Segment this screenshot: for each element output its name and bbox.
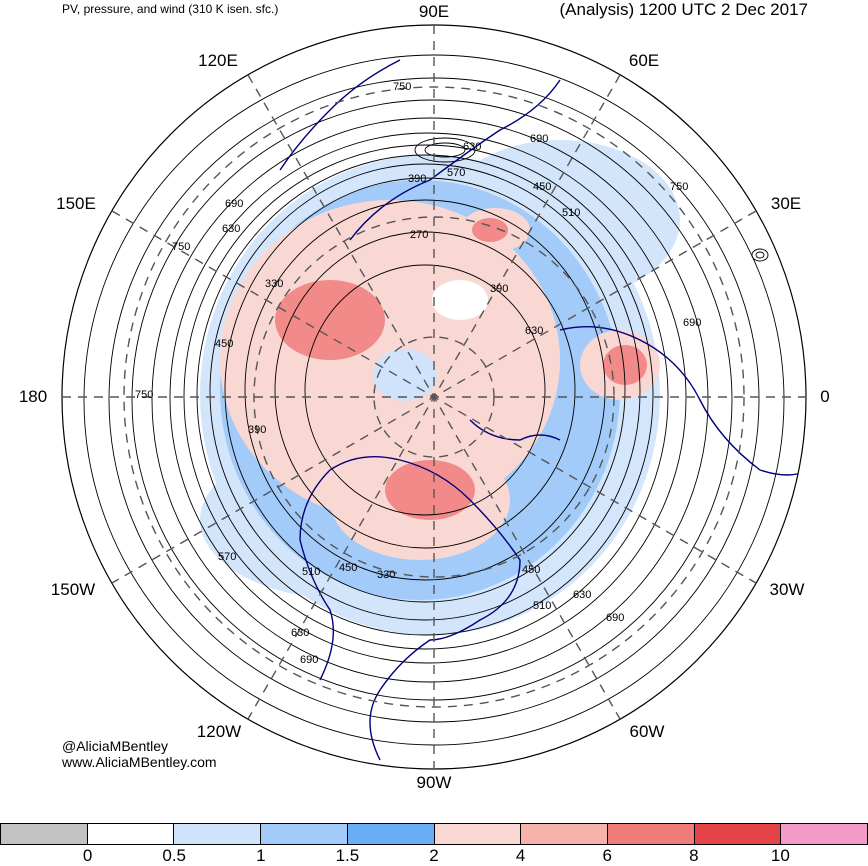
longitude-label-180: 180 <box>18 387 48 406</box>
contour-label: 750 <box>172 241 190 253</box>
longitude-label-150e: 150E <box>56 194 96 213</box>
longitude-label-90w: 90W <box>416 773 452 792</box>
contour-label: 630 <box>573 589 591 601</box>
colorbar-tick-label: 1.5 <box>335 846 360 865</box>
contour-label: 750 <box>393 81 411 93</box>
contour-label: 570 <box>218 551 236 563</box>
colorbar-tick-label: 0.5 <box>162 846 187 865</box>
longitude-label-120e: 120E <box>198 51 238 70</box>
colorbar-swatch <box>781 824 868 844</box>
author-credit: @AliciaMBentley www.AliciaMBentley.com <box>62 738 217 770</box>
colorbar-swatches <box>0 823 868 845</box>
longitude-label-30w: 30W <box>769 580 805 599</box>
colorbar-tick-label: 0 <box>82 846 93 865</box>
colorbar-swatch <box>694 824 782 844</box>
contour-label: 630 <box>291 627 309 639</box>
contour-label: 510 <box>302 566 320 578</box>
graticule <box>62 25 806 769</box>
contour-label: 690 <box>606 612 624 624</box>
contour-label: 750 <box>670 181 688 193</box>
pv-shading-peak <box>275 218 647 520</box>
colorbar-swatch <box>607 824 695 844</box>
pressure-contours <box>83 54 785 746</box>
longitude-label-0: 0 <box>820 387 830 406</box>
contour-label: 270 <box>410 229 428 241</box>
longitude-label-30e: 30E <box>770 194 802 213</box>
analysis-time-label: (Analysis) 1200 UTC 2 Dec 2017 <box>559 0 808 19</box>
contour-label: 450 <box>339 562 357 574</box>
contour-label: 330 <box>265 278 283 290</box>
colorbar-swatch <box>434 824 522 844</box>
contour-label: 750 <box>135 389 153 401</box>
polar-map: 750 690 630 570 510 450 390 330 270 690 … <box>61 24 807 770</box>
credit-handle: @AliciaMBentley <box>62 738 169 754</box>
contour-label: 690 <box>225 198 243 210</box>
contour-label: 450 <box>533 181 551 193</box>
longitude-label-120w: 120W <box>196 722 242 741</box>
contour-label: 390 <box>248 424 266 436</box>
longitude-label-60e: 60E <box>628 51 660 70</box>
colorbar-swatch <box>521 824 608 844</box>
contour-label: 690 <box>300 654 318 666</box>
contour-label: 390 <box>490 283 508 295</box>
colorbar-tick-label: 1 <box>256 846 266 865</box>
contour-label: 690 <box>683 317 701 329</box>
colorbar-swatch <box>87 824 175 844</box>
colorbar-swatch <box>1 824 88 844</box>
colorbar: 0 0.5 1 1.5 2 4 6 8 10 <box>0 823 868 865</box>
colorbar-tick-label: 8 <box>689 846 699 865</box>
contour-label: 390 <box>408 173 426 185</box>
contour-label: 450 <box>522 564 540 576</box>
longitude-label-60w: 60W <box>629 722 665 741</box>
map-title: PV, pressure, and wind (310 K isen. sfc.… <box>62 2 279 16</box>
colorbar-tick-label: 10 <box>770 846 790 865</box>
colorbar-tick-label: 4 <box>515 846 526 865</box>
coastlines <box>279 59 806 761</box>
contour-label: 690 <box>530 133 548 145</box>
contour-label: 630 <box>525 325 543 337</box>
colorbar-swatch <box>261 824 348 844</box>
contour-label: 570 <box>447 167 465 179</box>
contour-label: 630 <box>463 141 481 153</box>
colorbar-swatch <box>174 824 262 844</box>
map-disk <box>83 54 806 761</box>
longitude-label-150w: 150W <box>50 580 96 599</box>
longitude-label-90e: 90E <box>418 2 450 21</box>
contour-label: 630 <box>222 223 240 235</box>
colorbar-swatch <box>347 824 435 844</box>
contour-label: 330 <box>377 569 395 581</box>
contour-label: 510 <box>562 207 580 219</box>
contour-label: 450 <box>215 338 233 350</box>
credit-website: www.AliciaMBentley.com <box>62 754 217 770</box>
colorbar-tick-label: 2 <box>429 846 439 865</box>
colorbar-tick-label: 6 <box>602 846 612 865</box>
contour-label: 510 <box>533 600 551 612</box>
